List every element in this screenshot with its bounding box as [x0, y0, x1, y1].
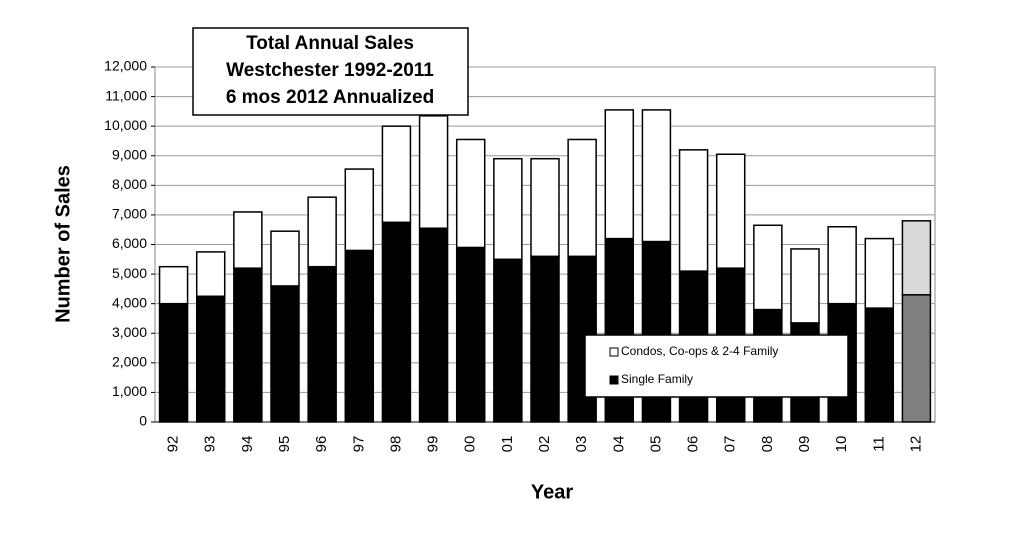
y-axis-label: Number of Sales	[52, 165, 74, 323]
x-tick-label: 96	[313, 436, 330, 453]
legend-label: Single Family	[621, 372, 693, 386]
x-tick-label: 97	[350, 436, 367, 453]
x-tick-label: 08	[759, 436, 776, 453]
bar-segment	[418, 115, 449, 229]
bar-segment	[864, 307, 895, 423]
bar-segment	[901, 294, 932, 423]
y-tick-label: 10,000	[104, 117, 147, 133]
x-tick-label: 98	[387, 436, 404, 453]
x-tick-label: 94	[239, 436, 256, 453]
bar-segment	[344, 168, 375, 252]
x-tick-label: 12	[907, 436, 924, 453]
x-tick-label: 02	[536, 436, 553, 453]
bar-segment	[493, 157, 523, 261]
x-tick-label: 99	[425, 436, 442, 453]
bar-segment	[827, 226, 857, 305]
bar-segment	[195, 251, 226, 298]
y-tick-label: 4,000	[112, 294, 147, 310]
legend-swatch	[609, 375, 619, 385]
bar-segment	[158, 265, 189, 305]
y-tick-label: 7,000	[112, 206, 147, 222]
y-tick-label: 0	[139, 413, 147, 429]
chart-title: Total Annual Sales	[246, 33, 414, 54]
bar-segment	[307, 196, 337, 268]
legend-box	[584, 334, 849, 398]
legend-swatch	[609, 347, 619, 357]
bar-segment	[195, 295, 226, 423]
y-tick-label: 11,000	[105, 87, 147, 103]
x-tick-label: 95	[276, 436, 293, 453]
x-tick-label: 09	[796, 436, 813, 453]
y-tick-label: 8,000	[112, 176, 147, 192]
x-tick-label: 03	[573, 436, 590, 453]
legend-label: Condos, Co-ops & 2-4 Family	[621, 344, 778, 358]
y-tick-label: 5,000	[112, 265, 147, 281]
chart-title: Westchester 1992-2011	[226, 60, 434, 81]
bar-segment	[641, 109, 672, 243]
chart-title: 6 mos 2012 Annualized	[226, 87, 434, 108]
bar-segment	[418, 227, 449, 423]
x-tick-label: 07	[722, 436, 739, 453]
bar-segment	[455, 138, 486, 249]
bar-segment	[753, 224, 783, 311]
x-tick-label: 11	[870, 436, 887, 452]
title-box	[192, 27, 469, 116]
x-tick-label: 04	[610, 436, 627, 453]
bar-segment	[790, 248, 820, 324]
bar-segment	[307, 265, 337, 423]
y-tick-label: 12,000	[104, 58, 147, 74]
x-tick-label: 06	[685, 436, 702, 453]
bar-segment	[381, 125, 412, 224]
bar-segment	[455, 246, 486, 423]
bar-segment	[530, 157, 560, 258]
bar-segment	[530, 255, 560, 423]
y-tick-label: 3,000	[112, 324, 147, 340]
bar-segment	[901, 220, 932, 296]
x-axis-label: Year	[531, 481, 573, 503]
bar-segment	[864, 237, 895, 309]
x-tick-label: 00	[462, 436, 479, 453]
bar-segment	[270, 285, 300, 423]
bar-segment	[233, 267, 263, 423]
y-tick-label: 1,000	[112, 383, 147, 399]
bar-segment	[567, 138, 597, 258]
bar-segment	[270, 230, 300, 287]
x-tick-label: 93	[202, 436, 219, 453]
x-tick-label: 01	[499, 436, 516, 453]
y-tick-label: 6,000	[112, 235, 147, 251]
bar-segment	[678, 149, 709, 272]
bar-segment	[493, 258, 523, 423]
bar-segment	[715, 153, 746, 269]
bar-segment	[344, 249, 375, 423]
y-tick-label: 9,000	[112, 146, 147, 162]
bar-segment	[604, 109, 635, 240]
x-tick-label: 05	[647, 436, 664, 453]
bar-segment	[233, 211, 263, 269]
bar-segment	[158, 302, 189, 423]
x-tick-label: 92	[165, 436, 182, 453]
y-tick-label: 2,000	[112, 354, 147, 370]
bar-segment	[381, 221, 412, 423]
x-tick-label: 10	[833, 436, 850, 453]
